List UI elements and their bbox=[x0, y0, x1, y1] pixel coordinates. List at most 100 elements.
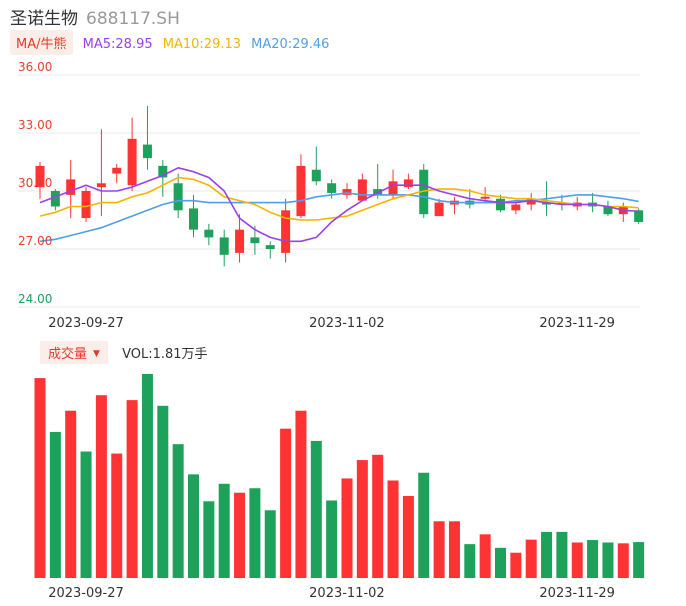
volume-bar bbox=[541, 531, 553, 578]
price-date-tick-label: 2023-11-02 bbox=[309, 316, 385, 331]
candle-body bbox=[603, 206, 613, 215]
candle-body bbox=[542, 202, 552, 205]
price-tick-label: 24.00 bbox=[18, 292, 52, 306]
candle-body bbox=[311, 169, 321, 182]
volume-bar bbox=[280, 428, 292, 578]
volume-bar bbox=[34, 378, 46, 578]
ma-indicator-selector[interactable]: MA/牛熊 bbox=[10, 30, 73, 55]
caret-down-icon: ▼ bbox=[93, 349, 100, 359]
volume-bar bbox=[49, 431, 61, 578]
volume-bar bbox=[218, 483, 230, 578]
volume-bar bbox=[310, 440, 322, 578]
volume-bar bbox=[387, 480, 399, 578]
volume-bar bbox=[95, 395, 107, 578]
volume-bar bbox=[402, 495, 414, 578]
candle-body bbox=[235, 229, 245, 253]
candle-body bbox=[480, 196, 490, 199]
price-date-tick-label: 2023-09-27 bbox=[48, 316, 124, 331]
volume-bar bbox=[326, 500, 338, 578]
volume-bar bbox=[433, 521, 445, 578]
ma5-legend: MA5:28.95 bbox=[82, 37, 153, 52]
volume-bar bbox=[157, 405, 169, 578]
candle-body bbox=[158, 165, 168, 178]
candle-body bbox=[81, 191, 91, 219]
candle-body bbox=[35, 165, 45, 188]
candle-body bbox=[66, 179, 76, 195]
candle-body bbox=[173, 183, 183, 211]
volume-bar bbox=[65, 410, 77, 578]
candle-body bbox=[357, 179, 367, 201]
candle-body bbox=[526, 198, 536, 205]
volume-bar bbox=[602, 542, 614, 578]
candle-body bbox=[388, 181, 398, 195]
candle-body bbox=[511, 204, 521, 211]
candle-body bbox=[219, 237, 229, 255]
volume-bar bbox=[372, 454, 384, 578]
volume-bar bbox=[203, 501, 215, 578]
volume-tag-label: 成交量 bbox=[48, 347, 88, 362]
volume-bar bbox=[295, 410, 307, 578]
volume-legend: 成交量 ▼ VOL:1.81万手 bbox=[40, 341, 208, 364]
candle-body bbox=[419, 169, 429, 215]
price-tick-label: 27.00 bbox=[18, 234, 52, 248]
volume-bar bbox=[510, 552, 522, 578]
candle-body bbox=[265, 245, 275, 249]
volume-date-tick-label: 2023-11-29 bbox=[539, 586, 615, 601]
candle-body bbox=[281, 210, 291, 253]
candlestick-series bbox=[35, 105, 644, 267]
volume-bar bbox=[264, 510, 276, 578]
volume-bar bbox=[556, 531, 568, 578]
volume-bar bbox=[571, 542, 583, 578]
price-tick-label: 33.00 bbox=[18, 118, 52, 132]
price-date-tick-label: 2023-11-29 bbox=[539, 316, 615, 331]
volume-value: VOL:1.81万手 bbox=[122, 347, 208, 362]
ma5-line bbox=[39, 167, 639, 243]
candle-body bbox=[557, 202, 567, 205]
candle-body bbox=[50, 191, 60, 207]
moving-average-lines bbox=[39, 167, 639, 243]
volume-bar bbox=[249, 488, 261, 578]
candle-body bbox=[342, 189, 352, 195]
price-axis: 36.00 33.00 30.00 27.00 24.00 bbox=[18, 60, 52, 306]
volume-bar bbox=[111, 453, 123, 578]
volume-bar bbox=[479, 534, 491, 578]
volume-bar bbox=[356, 460, 368, 578]
price-grid bbox=[18, 74, 640, 308]
price-tick-label: 36.00 bbox=[18, 60, 52, 74]
candle-body bbox=[327, 183, 337, 193]
candle-body bbox=[142, 144, 152, 159]
candle-body bbox=[496, 198, 505, 211]
volume-bar bbox=[126, 400, 138, 578]
volume-date-tick-label: 2023-09-27 bbox=[48, 586, 124, 601]
volume-bar bbox=[617, 543, 629, 578]
price-tick-label: 30.00 bbox=[18, 176, 52, 190]
candle-body bbox=[373, 189, 383, 195]
volume-bar bbox=[464, 544, 476, 578]
volume-bar bbox=[525, 539, 537, 578]
volume-bar bbox=[495, 547, 506, 578]
candle-body bbox=[204, 229, 214, 238]
candle-body bbox=[403, 179, 413, 188]
stock-name: 圣诺生物 bbox=[10, 9, 78, 29]
volume-bar bbox=[172, 444, 184, 578]
volume-bar bbox=[448, 521, 460, 578]
candle-body bbox=[634, 210, 644, 222]
candle-body bbox=[189, 208, 198, 230]
volume-bar bbox=[633, 542, 645, 578]
stock-title: 圣诺生物 688117.SH bbox=[10, 4, 180, 29]
price-date-axis: 2023-09-27 2023-11-02 2023-11-29 bbox=[48, 316, 615, 331]
volume-indicator-selector[interactable]: 成交量 ▼ bbox=[40, 341, 108, 364]
volume-bar bbox=[418, 472, 430, 578]
volume-bar bbox=[141, 374, 153, 578]
candle-body bbox=[296, 165, 306, 217]
ma20-legend: MA20:29.46 bbox=[251, 37, 330, 52]
ma10-legend: MA10:29.13 bbox=[162, 37, 242, 52]
volume-bar bbox=[80, 451, 92, 578]
volume-bar bbox=[341, 478, 353, 578]
candle-body bbox=[250, 237, 260, 244]
volume-bar bbox=[188, 474, 199, 578]
volume-date-axis: 2023-09-27 2023-11-02 2023-11-29 bbox=[48, 586, 615, 601]
candle-body bbox=[96, 183, 106, 188]
candle-body bbox=[127, 138, 137, 186]
